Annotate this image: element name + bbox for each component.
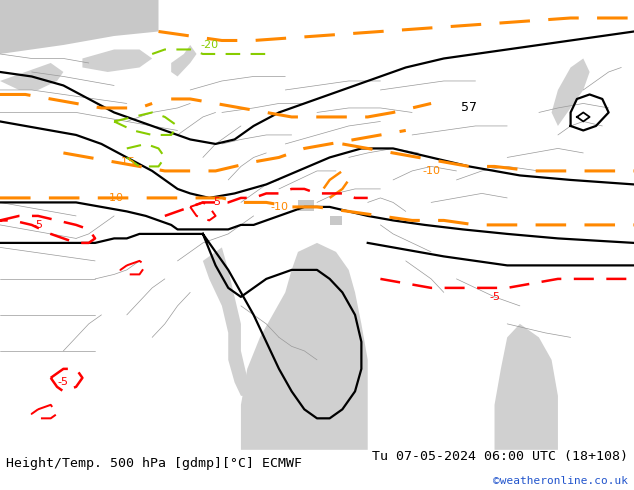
Polygon shape bbox=[82, 49, 152, 72]
Polygon shape bbox=[203, 247, 247, 396]
Text: -20: -20 bbox=[200, 40, 218, 50]
Text: -5: -5 bbox=[489, 292, 500, 302]
Text: -5: -5 bbox=[210, 197, 221, 207]
Polygon shape bbox=[330, 216, 342, 225]
Text: 57: 57 bbox=[461, 101, 477, 115]
Polygon shape bbox=[171, 45, 197, 76]
Text: -5: -5 bbox=[32, 220, 44, 230]
Text: -5: -5 bbox=[58, 377, 69, 388]
Polygon shape bbox=[241, 243, 368, 450]
Text: -10: -10 bbox=[105, 193, 123, 203]
Text: Height/Temp. 500 hPa [gdmp][°C] ECMWF: Height/Temp. 500 hPa [gdmp][°C] ECMWF bbox=[6, 457, 302, 469]
Polygon shape bbox=[495, 324, 558, 450]
Text: Tu 07-05-2024 06:00 UTC (18+108): Tu 07-05-2024 06:00 UTC (18+108) bbox=[372, 450, 628, 463]
Text: -10: -10 bbox=[270, 202, 288, 212]
Text: ©weatheronline.co.uk: ©weatheronline.co.uk bbox=[493, 476, 628, 486]
Text: -15: -15 bbox=[118, 157, 136, 167]
Polygon shape bbox=[298, 200, 314, 211]
Text: -10: -10 bbox=[422, 166, 440, 176]
Polygon shape bbox=[552, 58, 590, 126]
Polygon shape bbox=[0, 63, 63, 90]
Polygon shape bbox=[0, 0, 158, 54]
